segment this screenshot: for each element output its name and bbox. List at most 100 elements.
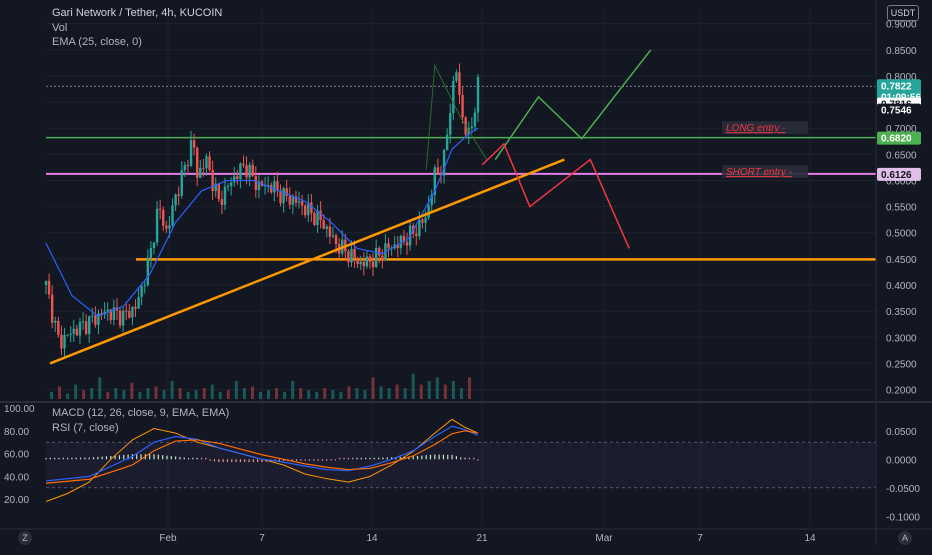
candle-body <box>44 280 48 286</box>
volume-bar <box>347 386 351 399</box>
volume-bar <box>106 391 110 399</box>
volume-bar <box>355 388 359 399</box>
candle-body <box>100 313 103 315</box>
candle-body <box>436 167 440 174</box>
candle-body <box>211 170 214 191</box>
volume-bar <box>258 391 262 399</box>
long-entry-label-bg <box>722 121 808 135</box>
candle-body <box>328 226 332 237</box>
volume-bars <box>50 373 471 399</box>
volume-bar <box>178 388 182 399</box>
candle-body <box>66 334 69 336</box>
candle-body <box>158 208 162 210</box>
candle-body <box>208 156 211 171</box>
candle-body <box>455 72 458 81</box>
price-tag-ema-bg <box>877 103 921 117</box>
volume-bar <box>379 386 383 399</box>
candle-body <box>254 175 258 191</box>
time-tick-label: 7 <box>697 533 703 544</box>
rsi-legend[interactable]: RSI (7, close) <box>52 422 119 434</box>
auto-scale-button[interactable]: A <box>898 531 912 545</box>
volume-bar <box>66 393 70 399</box>
volume-bar <box>459 388 463 399</box>
candle-body <box>279 190 282 204</box>
candle-body <box>427 205 430 218</box>
candle-body <box>445 134 449 150</box>
currency-badge[interactable]: USDT <box>887 5 919 21</box>
candle-body <box>350 248 353 263</box>
candle-body <box>121 310 125 326</box>
ema-line <box>45 127 479 318</box>
price-tick-label: 0.5500 <box>886 203 917 214</box>
volume-bar <box>226 390 230 399</box>
candle-body <box>109 309 112 320</box>
candle-body <box>171 205 174 226</box>
short-projection-path <box>481 142 630 249</box>
volume-legend[interactable]: Vol <box>52 22 68 34</box>
volume-bar <box>267 390 271 399</box>
rsi-tick-label: 60.00 <box>4 450 29 461</box>
candle-body <box>118 310 122 326</box>
time-tick-label: 21 <box>476 533 488 544</box>
candle-body <box>449 113 452 135</box>
candle-body <box>374 247 378 268</box>
current-price-tag: 0.7822 <box>881 81 912 92</box>
candle-body <box>189 140 193 166</box>
candle-body <box>97 313 100 325</box>
candle-body <box>223 186 227 205</box>
price-tag-ema: 0.7546 <box>881 106 912 117</box>
candle-body <box>128 310 131 318</box>
macd-tick-label: -0.1000 <box>886 512 920 523</box>
volume-bar <box>395 384 399 399</box>
candle-body <box>125 310 128 312</box>
volume-bar <box>250 386 254 399</box>
macd-tick-label: 0.0500 <box>886 427 917 438</box>
candle-body <box>424 217 427 223</box>
volume-bar <box>218 391 222 399</box>
candle-body <box>239 163 242 180</box>
symbol-legend[interactable]: Gari Network / Tether, 4h, KUCOIN <box>52 7 223 19</box>
candle-body <box>300 201 304 206</box>
candle-body <box>54 320 57 323</box>
candle-body <box>69 333 72 335</box>
candle-body <box>174 194 177 206</box>
volume-bar <box>427 381 431 399</box>
candle-body <box>285 188 288 197</box>
long-entry-label: LONG entry - <box>726 123 786 134</box>
candle-body <box>137 296 140 309</box>
volume-bar <box>387 388 391 399</box>
price-tick-label: 0.3500 <box>886 307 917 318</box>
candle-body <box>405 241 409 246</box>
volume-bar <box>186 391 190 399</box>
candle-body <box>112 307 116 320</box>
volume-bar <box>371 377 375 399</box>
short-entry-label-bg <box>722 165 808 179</box>
candle-body <box>297 201 301 203</box>
candle-body <box>368 256 372 262</box>
candle-body <box>304 205 307 216</box>
candle-body <box>452 80 455 114</box>
macd-legend[interactable]: MACD (12, 26, close, 9, EMA, EMA) <box>52 407 230 419</box>
candle-body <box>226 185 230 187</box>
candle-body <box>362 261 366 267</box>
long-level-tag-bg <box>877 131 921 145</box>
candle-body <box>168 225 171 229</box>
drawing-overlays[interactable]: LONG entry - SHORT entry - <box>49 49 808 365</box>
volume-bar <box>194 390 198 399</box>
candle-body <box>365 256 369 267</box>
volume-bar <box>130 382 134 399</box>
candle-body <box>276 181 279 191</box>
price-tick-label: 0.4000 <box>886 281 917 292</box>
candle-body <box>217 183 220 199</box>
candle-body <box>461 95 464 118</box>
candle-body <box>152 242 156 249</box>
ema-legend[interactable]: EMA (25, close, 0) <box>52 36 142 48</box>
timezone-button[interactable]: Z <box>18 531 32 545</box>
short-entry-label: SHORT entry - <box>726 167 793 178</box>
candle-body <box>307 202 310 216</box>
volume-bar <box>307 390 311 399</box>
time-tick-label: 14 <box>366 533 378 544</box>
price-tick-label: 0.3000 <box>886 333 917 344</box>
